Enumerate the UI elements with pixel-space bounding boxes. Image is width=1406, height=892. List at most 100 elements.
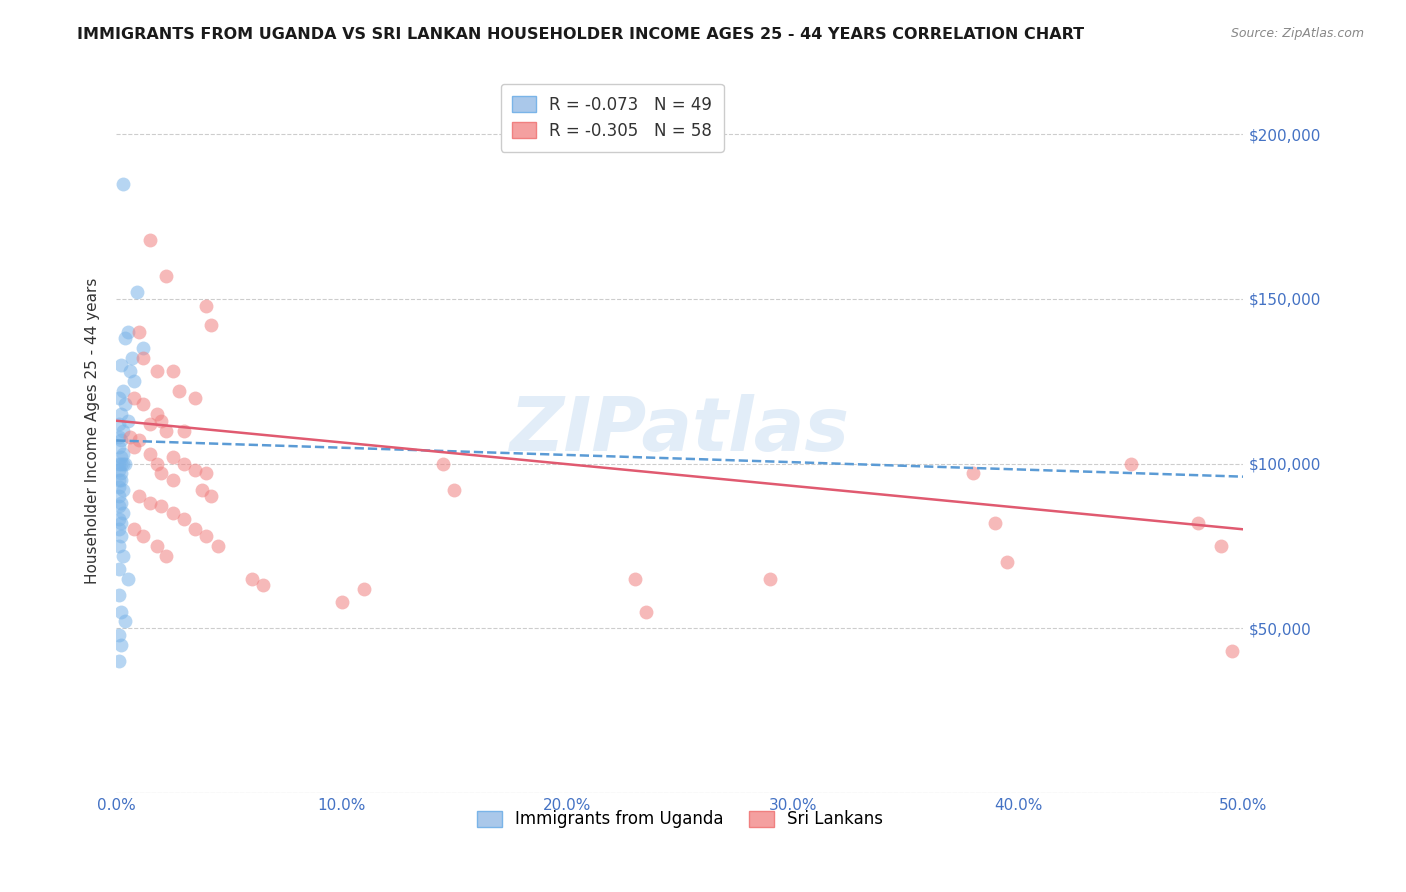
Point [112, 506, 135, 520]
Point [107, 562, 129, 576]
Point [112, 549, 135, 563]
Point [169, 384, 191, 398]
Point [107, 457, 129, 471]
Point [623, 572, 645, 586]
Point [128, 434, 150, 448]
Point [195, 298, 218, 312]
Point [150, 414, 173, 428]
Point [110, 457, 132, 471]
Point [110, 358, 132, 372]
Point [107, 588, 129, 602]
Text: IMMIGRANTS FROM UGANDA VS SRI LANKAN HOUSEHOLDER INCOME AGES 25 - 44 YEARS CORRE: IMMIGRANTS FROM UGANDA VS SRI LANKAN HOU… [77, 27, 1084, 42]
Point [155, 549, 177, 563]
Point [128, 490, 150, 504]
Point [184, 463, 207, 477]
Point [146, 539, 169, 553]
Point [107, 628, 129, 642]
Point [124, 374, 146, 388]
Point [191, 483, 214, 497]
Point [107, 522, 129, 536]
Point [124, 391, 146, 405]
Point [110, 496, 132, 510]
Point [107, 654, 129, 668]
Point [155, 268, 177, 283]
Point [107, 473, 129, 487]
Point [139, 233, 162, 247]
Point [112, 457, 135, 471]
Point [200, 490, 222, 504]
Point [118, 364, 141, 378]
Point [124, 440, 146, 454]
Point [117, 572, 139, 586]
Point [110, 467, 132, 481]
Point [110, 434, 132, 448]
Legend: Immigrants from Uganda, Sri Lankans: Immigrants from Uganda, Sri Lankans [470, 804, 890, 835]
Point [240, 572, 263, 586]
Point [114, 397, 136, 411]
Point [162, 506, 184, 520]
Point [150, 500, 173, 514]
Point [207, 539, 229, 553]
Point [121, 351, 143, 366]
Point [195, 529, 218, 543]
Point [139, 496, 162, 510]
Point [1119, 457, 1142, 471]
Point [195, 467, 218, 481]
Point [173, 512, 195, 526]
Point [1220, 644, 1243, 658]
Point [118, 430, 141, 444]
Point [132, 397, 155, 411]
Point [995, 555, 1018, 569]
Point [132, 529, 155, 543]
Point [162, 450, 184, 464]
Point [139, 447, 162, 461]
Point [107, 479, 129, 493]
Point [114, 457, 136, 471]
Point [110, 450, 132, 464]
Point [112, 424, 135, 438]
Point [1187, 516, 1209, 530]
Point [110, 407, 132, 421]
Point [107, 391, 129, 405]
Point [110, 605, 132, 619]
Point [146, 364, 169, 378]
Point [117, 325, 139, 339]
Y-axis label: Householder Income Ages 25 - 44 years: Householder Income Ages 25 - 44 years [86, 277, 100, 583]
Point [107, 512, 129, 526]
Point [114, 331, 136, 345]
Point [162, 364, 184, 378]
Point [173, 424, 195, 438]
Point [124, 522, 146, 536]
Point [139, 417, 162, 431]
Point [112, 384, 135, 398]
Point [146, 407, 169, 421]
Point [107, 539, 129, 553]
Point [353, 582, 375, 596]
Point [110, 638, 132, 652]
Point [112, 177, 135, 191]
Point [125, 285, 148, 300]
Point [110, 473, 132, 487]
Point [112, 483, 135, 497]
Point [107, 440, 129, 454]
Point [110, 516, 132, 530]
Point [114, 615, 136, 629]
Point [200, 318, 222, 333]
Point [443, 483, 465, 497]
Point [252, 578, 274, 592]
Point [132, 341, 155, 355]
Text: ZIPatlas: ZIPatlas [510, 394, 849, 467]
Point [110, 529, 132, 543]
Point [117, 414, 139, 428]
Point [432, 457, 454, 471]
Point [634, 605, 657, 619]
Point [107, 417, 129, 431]
Point [150, 467, 173, 481]
Point [112, 447, 135, 461]
Point [146, 457, 169, 471]
Point [184, 391, 207, 405]
Point [162, 473, 184, 487]
Point [962, 467, 984, 481]
Point [107, 500, 129, 514]
Point [107, 463, 129, 477]
